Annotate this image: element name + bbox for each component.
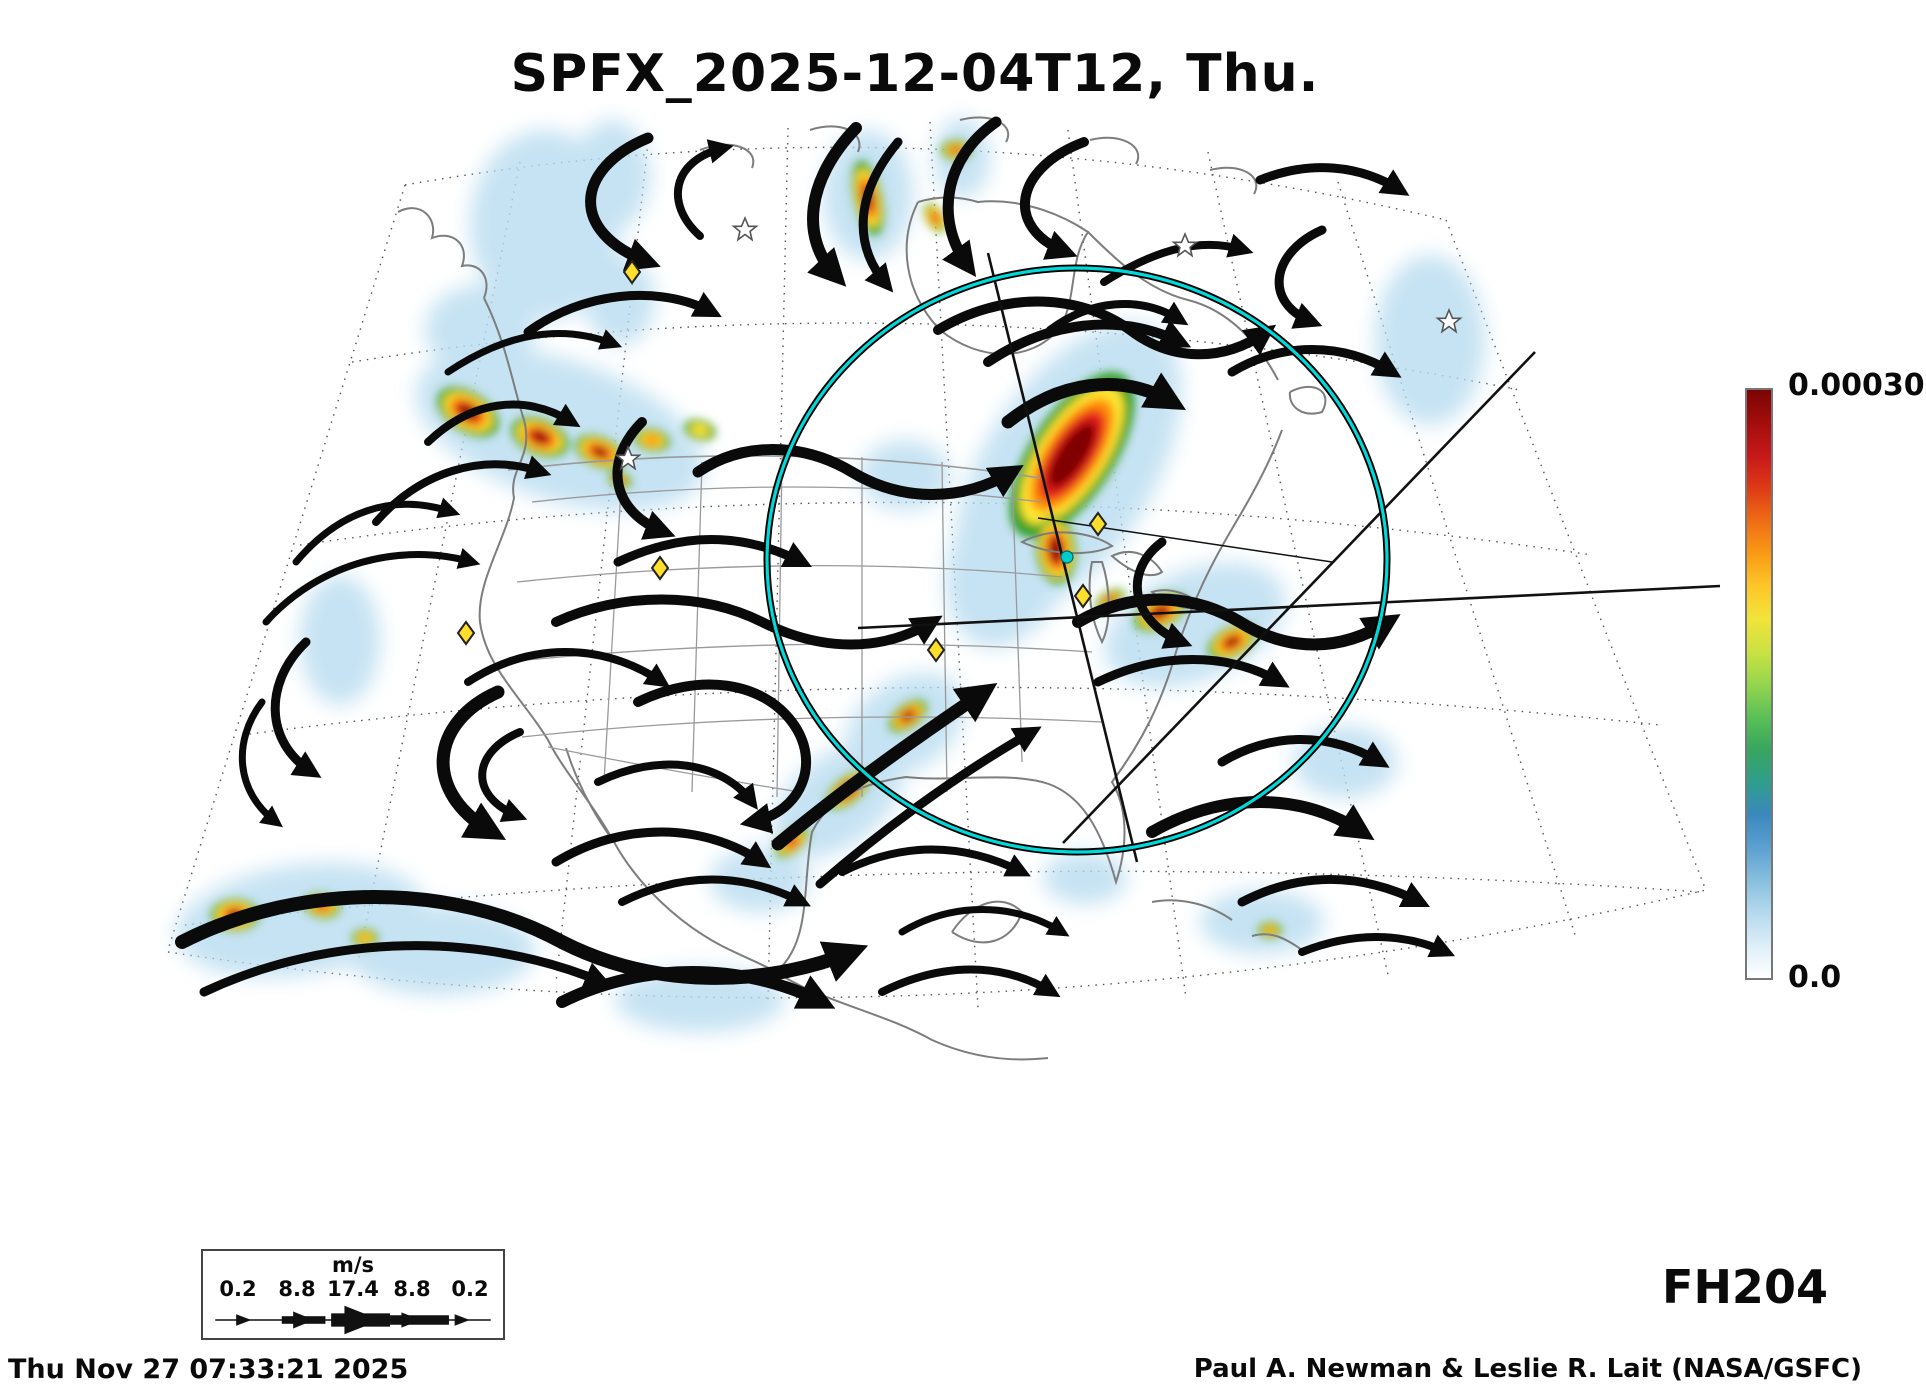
site-marker-diamond (456, 620, 476, 646)
wind-legend-tick: 0.2 (219, 1277, 257, 1301)
footer-credit: Paul A. Newman & Leslie R. Lait (NASA/GS… (1193, 1354, 1862, 1384)
wind-legend-tick: 8.8 (393, 1277, 431, 1301)
graticule-layer (167, 121, 1707, 1009)
range-circle (765, 266, 1389, 854)
range-circle-group (763, 264, 1391, 856)
wind-arrow-glyph (215, 1305, 491, 1335)
wind-legend-tick: 0.2 (451, 1277, 489, 1301)
wind-legend-units: m/s (331, 1253, 375, 1277)
site-marker-diamond (650, 555, 670, 581)
site-marker-diamond (622, 259, 642, 285)
streamlines-layer (175, 116, 1456, 1009)
site-marker-diamond (1073, 583, 1093, 609)
colorbar (1745, 388, 1773, 980)
wind-speed-legend: m/s 0.2 8.8 17.4 8.8 0.2 (201, 1249, 505, 1340)
site-marker-diamond (1088, 511, 1108, 537)
site-marker-diamond (926, 637, 946, 663)
forecast-hour-label: FH204 (1662, 1260, 1828, 1314)
colorbar-max-label: 0.00030 (1788, 368, 1925, 403)
wind-legend-tick: 17.4 (327, 1277, 379, 1301)
star-markers (614, 215, 1463, 471)
site-markers (456, 259, 1108, 663)
page-title: SPFX_2025-12-04T12, Thu. (510, 44, 1320, 104)
colorbar-gradient (1747, 390, 1771, 978)
colorbar-min-label: 0.0 (1788, 960, 1842, 995)
circle-center-marker (1060, 550, 1074, 564)
wind-legend-tick: 8.8 (278, 1277, 316, 1301)
footer-timestamp: Thu Nov 27 07:33:21 2025 (8, 1354, 409, 1385)
